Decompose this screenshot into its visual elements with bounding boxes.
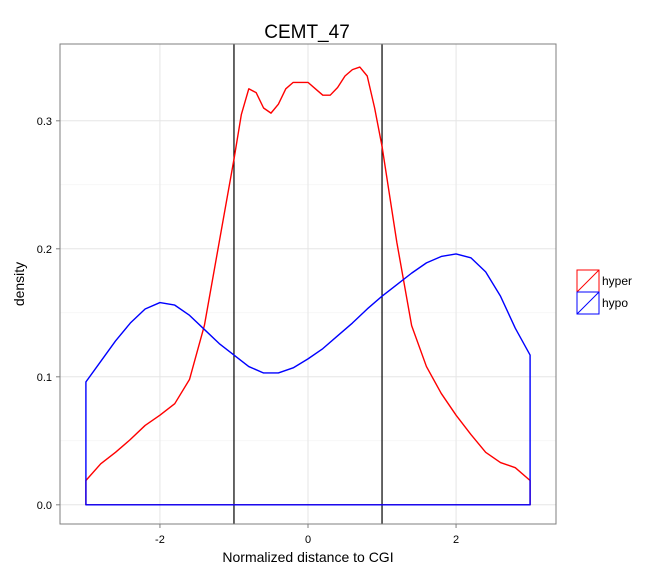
reference-lines <box>233 44 383 524</box>
x-tick-label: -2 <box>155 534 165 546</box>
y-tick-label: 0.3 <box>37 116 52 128</box>
legend-key-line-hypo <box>576 291 600 315</box>
series-group <box>85 66 531 506</box>
x-tick-label: 0 <box>305 534 311 546</box>
legend-label-hyper: hyper <box>602 274 632 288</box>
chart-title: CEMT_47 <box>264 22 350 43</box>
density-line-hyper <box>85 66 531 506</box>
x-axis-label: Normalized distance to CGI <box>222 549 393 565</box>
legend-key-line-hyper <box>576 269 600 293</box>
y-tick-label: 0.0 <box>37 500 52 512</box>
y-axis-ticks: 0.0 0.1 0.2 0.3 <box>37 116 60 512</box>
x-axis-ticks: -2 0 2 <box>155 524 459 546</box>
density-line-hypo <box>85 253 531 506</box>
y-tick-label: 0.2 <box>37 244 52 256</box>
legend: hyper hypo <box>576 269 632 315</box>
legend-label-hypo: hypo <box>602 296 628 310</box>
y-axis-label: density <box>11 262 27 306</box>
x-tick-label: 2 <box>453 534 459 546</box>
y-tick-label: 0.1 <box>37 372 52 384</box>
